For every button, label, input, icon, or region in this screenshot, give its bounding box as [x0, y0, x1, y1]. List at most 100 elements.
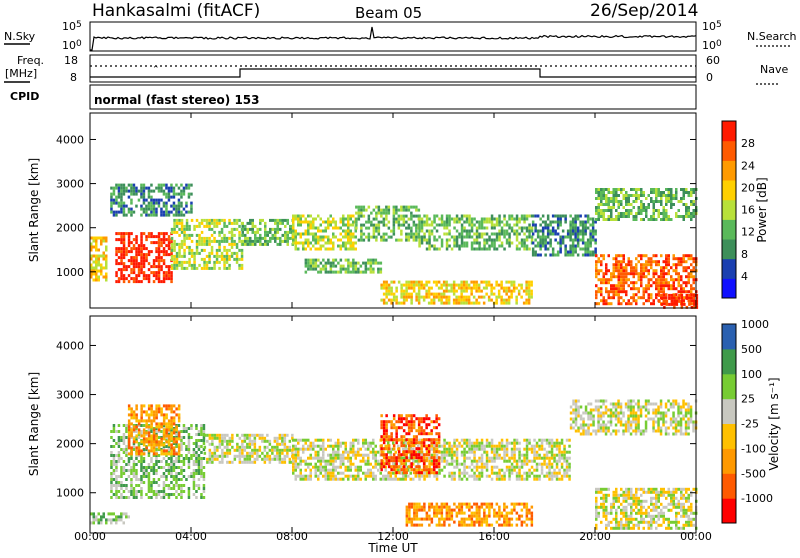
- power-cell: [183, 237, 186, 240]
- power-cell: [521, 215, 524, 218]
- power-cell: [120, 271, 123, 274]
- power-cell: [203, 258, 206, 261]
- power-cell: [115, 184, 118, 187]
- velocity-cell: [521, 475, 524, 478]
- power-cell: [436, 224, 439, 227]
- power-cell: [95, 267, 98, 270]
- power-cell: [528, 248, 531, 251]
- velocity-cell: [170, 425, 173, 428]
- power-cell: [165, 184, 168, 187]
- velocity-cell: [305, 475, 308, 478]
- velocity-cell: [148, 431, 151, 434]
- power-cell: [269, 228, 272, 231]
- power-cell: [438, 296, 441, 299]
- velocity-cell: [466, 472, 469, 475]
- power-cell: [413, 284, 416, 287]
- velocity-cell: [463, 451, 466, 454]
- power-cell: [598, 194, 601, 197]
- velocity-cell: [335, 442, 338, 445]
- velocity-cell: [193, 484, 196, 487]
- velocity-cell: [382, 478, 385, 481]
- power-cell: [577, 242, 580, 245]
- power-cell: [233, 252, 236, 255]
- power-cell: [542, 239, 545, 242]
- power-cell: [564, 236, 567, 239]
- power-cell: [360, 239, 363, 242]
- power-cell: [428, 236, 431, 239]
- velocity-cell: [463, 469, 466, 472]
- velocity-cell: [372, 439, 375, 442]
- power-cell: [128, 250, 131, 253]
- velocity-cell: [165, 460, 168, 463]
- velocity-cell: [128, 475, 131, 478]
- velocity-cell: [493, 472, 496, 475]
- power-cell: [310, 227, 313, 230]
- power-cell: [645, 206, 648, 209]
- velocity-cell: [120, 448, 123, 451]
- power-cell: [378, 224, 381, 227]
- velocity-cell: [113, 478, 116, 481]
- velocity-cell: [249, 443, 252, 446]
- power-cell: [165, 277, 168, 280]
- power-cell: [446, 233, 449, 236]
- velocity-cell: [246, 461, 249, 464]
- velocity-cell: [188, 490, 191, 493]
- power-cell: [574, 224, 577, 227]
- power-cell: [665, 257, 668, 260]
- power-cell: [238, 219, 241, 222]
- power-cell: [340, 221, 343, 224]
- velocity-cell: [175, 460, 178, 463]
- power-cell: [403, 293, 406, 296]
- power-cell: [120, 199, 123, 202]
- velocity-cell: [320, 472, 323, 475]
- power-cell: [93, 246, 96, 249]
- power-cell: [460, 293, 463, 296]
- power-cell: [645, 263, 648, 266]
- power-cell: [332, 245, 335, 248]
- power-cell: [476, 248, 479, 251]
- power-cell: [155, 250, 158, 253]
- power-cell: [345, 224, 348, 227]
- power-cell: [231, 222, 234, 225]
- power-cell: [181, 219, 184, 222]
- power-cell: [403, 215, 406, 218]
- power-cell: [252, 222, 255, 225]
- power-cell: [559, 242, 562, 245]
- velocity-cell: [160, 407, 163, 410]
- power-cell: [143, 244, 146, 247]
- power-cell: [513, 281, 516, 284]
- power-cell: [320, 248, 323, 251]
- velocity-cell: [170, 410, 173, 413]
- velocity-cell: [175, 452, 178, 455]
- power-cell: [249, 243, 252, 246]
- power-cell: [355, 206, 358, 209]
- power-cell: [249, 219, 252, 222]
- velocity-cell: [292, 463, 295, 466]
- power-cell: [241, 264, 244, 267]
- velocity-cell: [178, 478, 181, 481]
- velocity-cell: [410, 472, 413, 475]
- power-cell: [176, 252, 179, 255]
- power-cell: [335, 236, 338, 239]
- power-cell: [685, 188, 688, 191]
- power-cell: [400, 209, 403, 212]
- power-cell: [305, 242, 308, 245]
- power-cell: [155, 256, 158, 259]
- velocity-cell: [244, 440, 247, 443]
- velocity-cell: [158, 410, 161, 413]
- power-cell: [431, 224, 434, 227]
- power-cell: [140, 271, 143, 274]
- power-cell: [385, 233, 388, 236]
- velocity-cell: [279, 458, 282, 461]
- velocity-cell: [382, 475, 385, 478]
- velocity-cell: [198, 466, 201, 469]
- power-cell: [398, 239, 401, 242]
- velocity-cell: [198, 448, 201, 451]
- power-cell: [547, 248, 550, 251]
- power-cell: [650, 257, 653, 260]
- velocity-cell: [145, 419, 148, 422]
- velocity-cell: [200, 463, 203, 466]
- power-cell: [125, 247, 128, 250]
- power-cell: [123, 235, 126, 238]
- power-cell: [135, 250, 138, 253]
